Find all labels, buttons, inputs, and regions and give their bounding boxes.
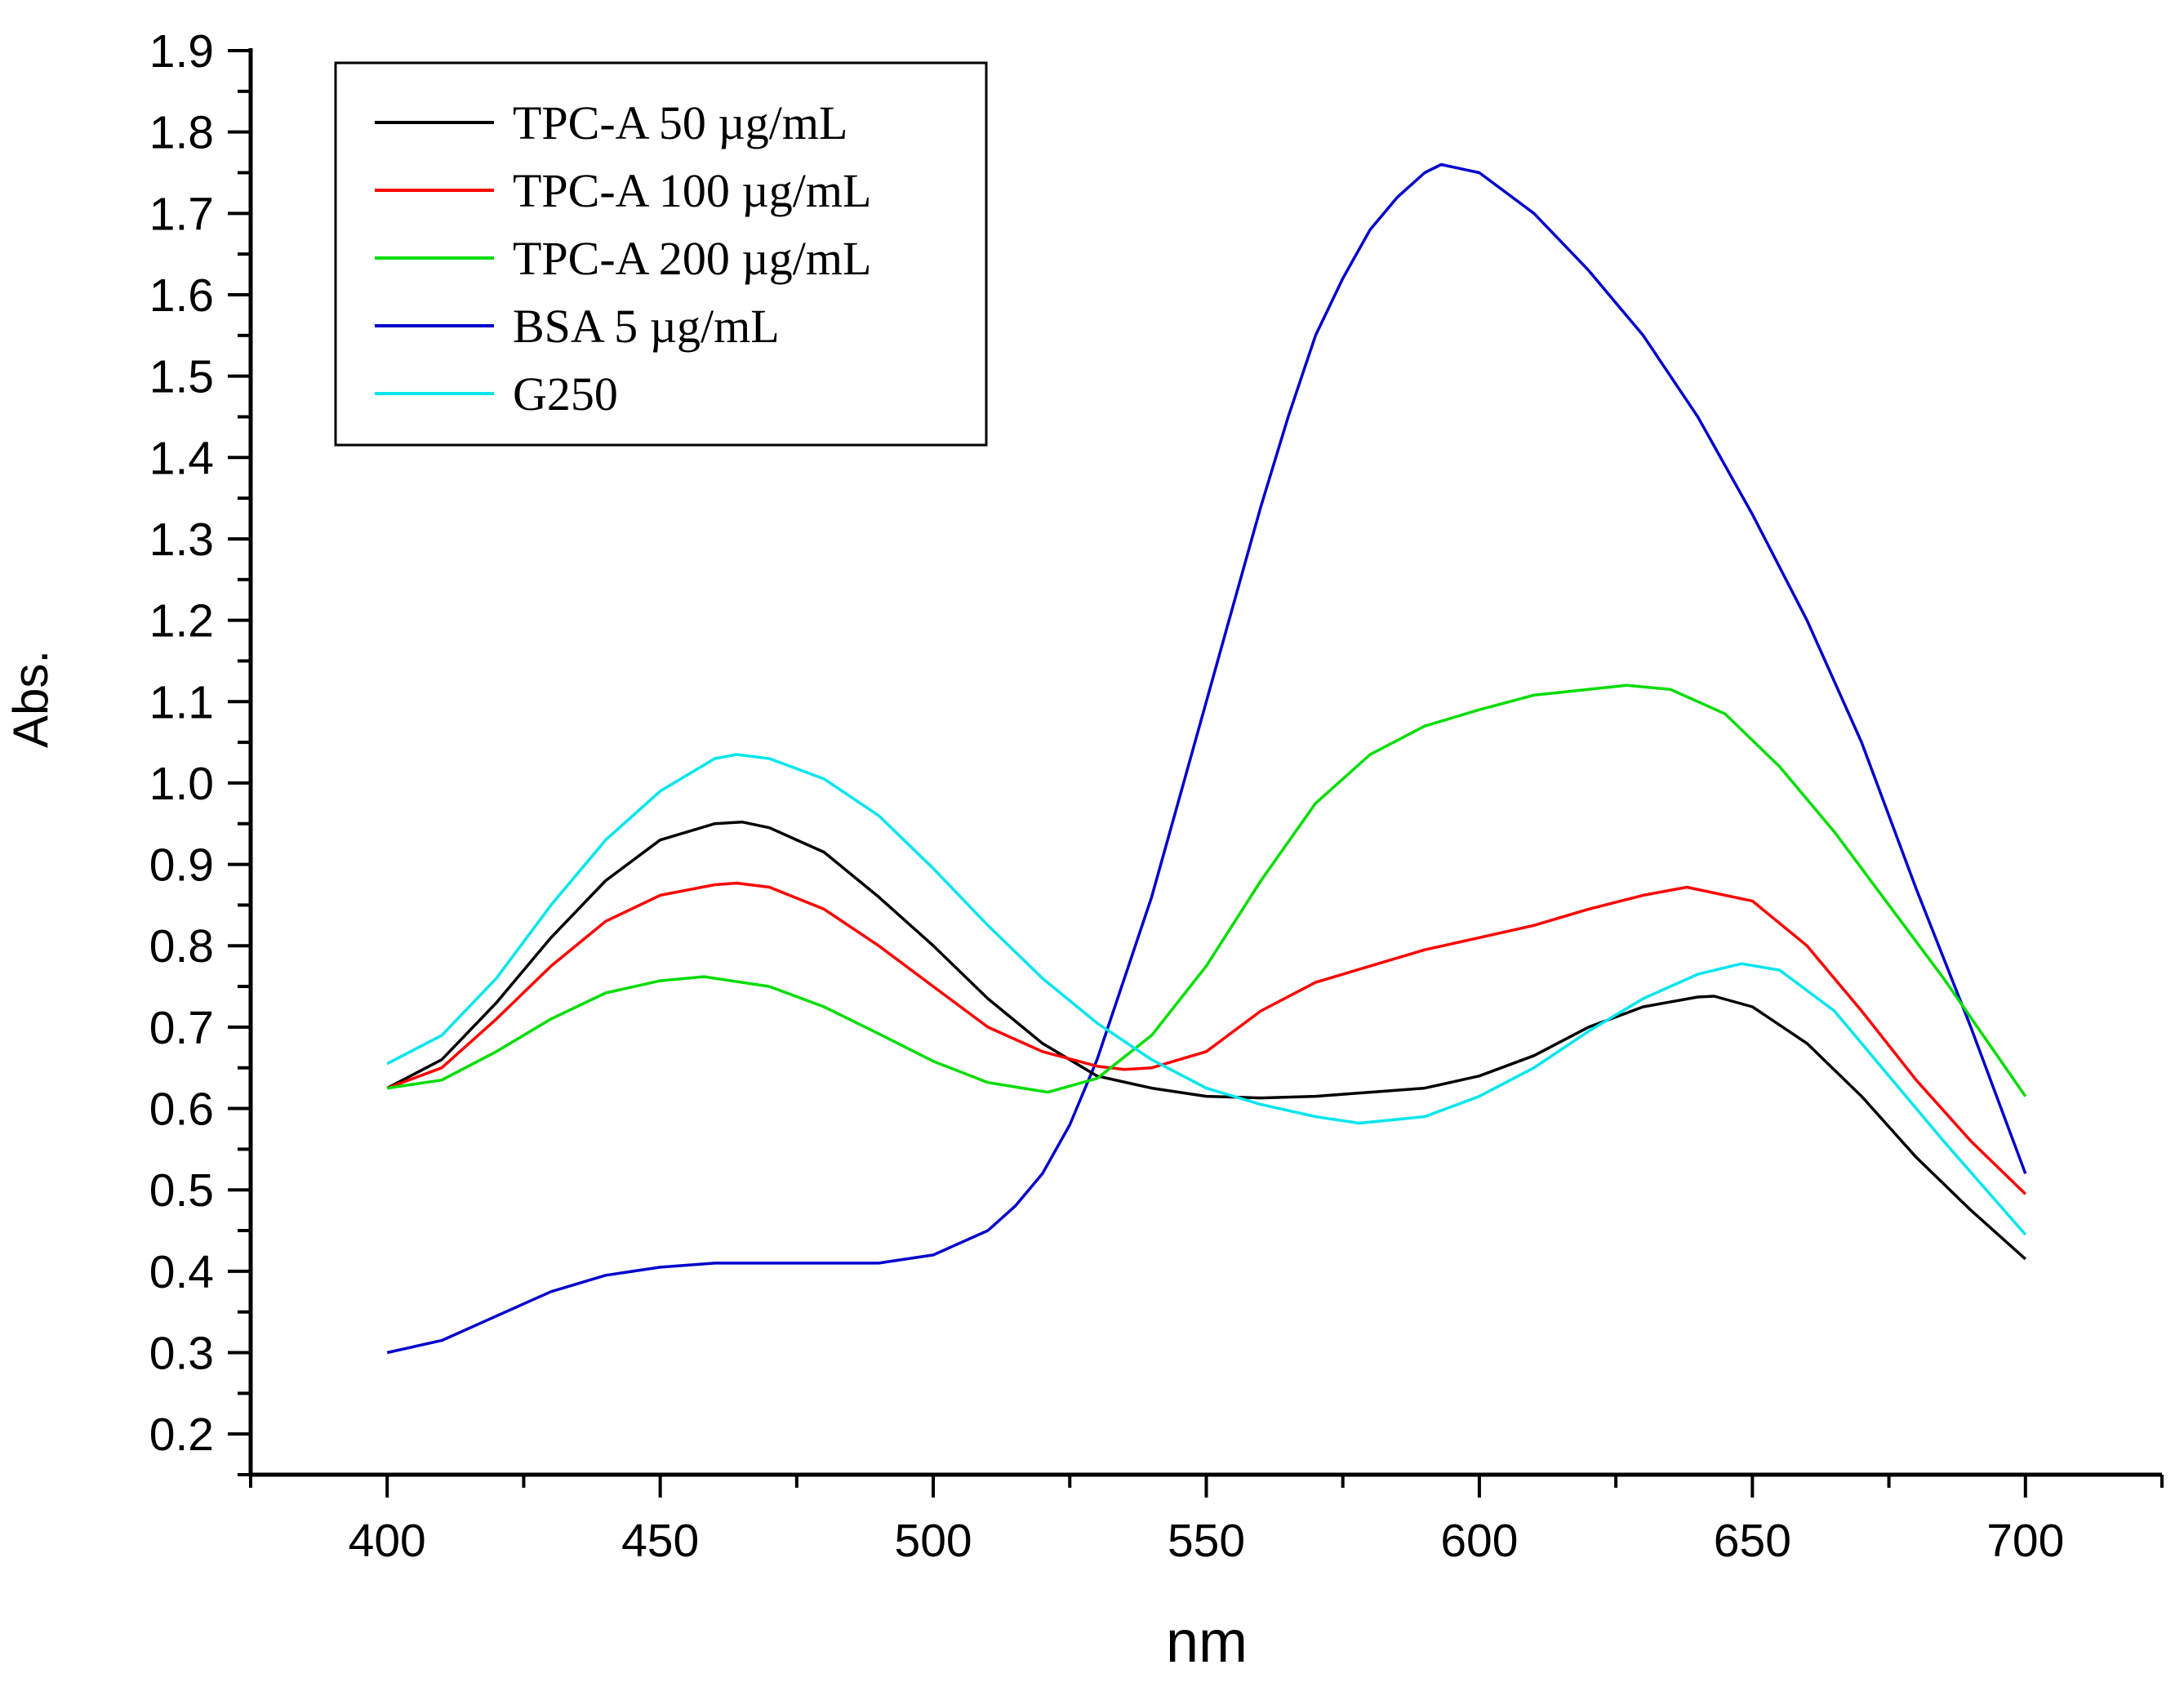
legend-label-5: G250 <box>513 367 618 421</box>
y-tick-label: 0.7 <box>149 1002 214 1054</box>
y-tick-label: 1.1 <box>149 676 214 728</box>
legend: TPC-A 50 µg/mL TPC-A 100 µg/mL TPC-A 200 µ… <box>334 61 988 447</box>
y-tick-label: 0.6 <box>149 1084 214 1136</box>
y-axis-ticks: 0.2 0.3 0.4 0.5 0.6 0.7 0.8 0.9 1.0 1.1 1.2 1.3 1.4 1… <box>149 25 251 1476</box>
y-tick-label: 0.4 <box>149 1246 214 1298</box>
x-tick-label: 400 <box>349 1515 426 1567</box>
y-tick-label: 1.2 <box>149 595 214 648</box>
x-tick-label: 650 <box>1714 1515 1791 1567</box>
x-tick-label: 700 <box>1986 1515 2064 1567</box>
y-tick-label: 1.3 <box>149 514 214 566</box>
y-tick-label: 1.8 <box>149 107 214 159</box>
y-tick-label: 1.9 <box>149 25 214 78</box>
y-tick-label: 0.5 <box>149 1164 214 1217</box>
legend-label-3: TPC-A 200 µg/mL <box>513 232 871 285</box>
x-tick-label: 450 <box>621 1515 699 1567</box>
y-tick-label: 0.9 <box>149 839 214 892</box>
x-tick-label: 550 <box>1168 1515 1245 1567</box>
legend-label-2: TPC-A 100 µg/mL <box>513 164 871 217</box>
y-tick-label: 1.0 <box>149 758 214 810</box>
y-tick-label: 1.5 <box>149 351 214 403</box>
y-tick-label: 1.7 <box>149 188 214 240</box>
y-axis-title: Abs. <box>3 650 58 748</box>
legend-label-4: BSA 5 µg/mL <box>513 300 780 353</box>
y-tick-label: 1.6 <box>149 269 214 322</box>
y-tick-label: 1.4 <box>149 432 214 484</box>
legend-label-1: TPC-A 50 µg/mL <box>513 96 847 149</box>
y-tick-label: 0.8 <box>149 920 214 973</box>
series-line-5 <box>386 753 2027 1236</box>
x-tick-label: 600 <box>1440 1515 1518 1567</box>
series-lines <box>386 162 2027 1355</box>
legend-box <box>334 61 988 447</box>
x-axis-title: nm <box>1166 1609 1248 1675</box>
y-tick-label: 0.2 <box>149 1409 214 1461</box>
y-tick-label: 0.3 <box>149 1328 214 1380</box>
x-tick-label: 500 <box>895 1515 972 1567</box>
x-axis-ticks: 400 450 500 550 600 650 700 <box>249 1475 2164 1567</box>
series-line-3 <box>386 683 2027 1097</box>
series-line-2 <box>386 881 2027 1195</box>
series-line-4 <box>386 162 2027 1355</box>
series-line-1 <box>386 820 2026 1261</box>
